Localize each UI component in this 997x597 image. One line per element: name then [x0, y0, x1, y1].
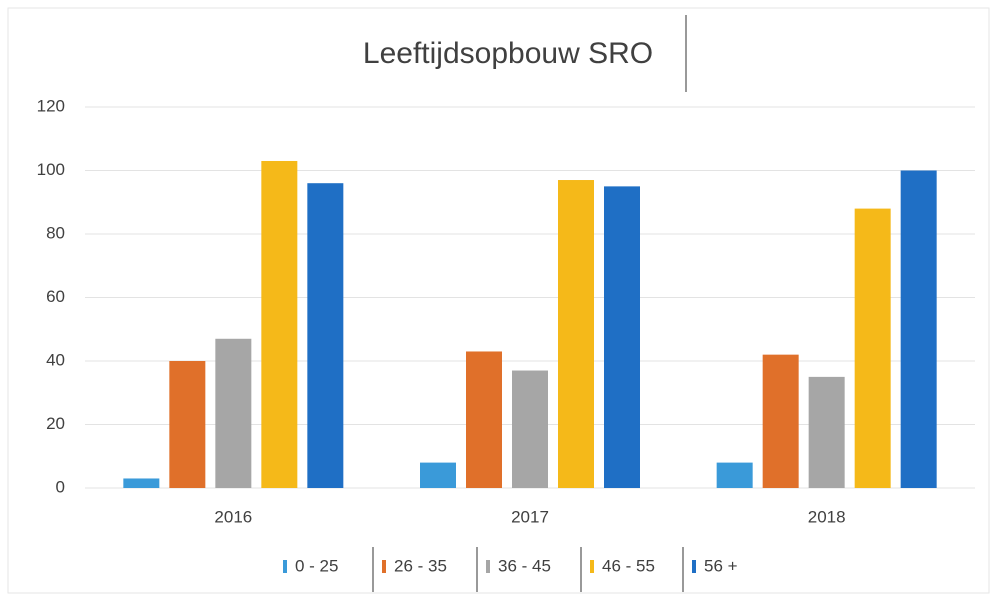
bar [604, 186, 640, 488]
bar [420, 462, 456, 488]
legend-label: 46 - 55 [602, 556, 655, 575]
legend-label: 36 - 45 [498, 556, 551, 575]
chart-border [7, 7, 990, 594]
legend-swatch [486, 560, 490, 573]
legend-label: 26 - 35 [394, 556, 447, 575]
legend-swatch [283, 560, 287, 573]
bar [123, 478, 160, 488]
y-tick-label: 80 [46, 223, 65, 242]
bar [808, 376, 845, 488]
legend-swatch [692, 560, 696, 573]
bar [512, 370, 548, 488]
bar [466, 351, 502, 488]
bar [169, 361, 206, 488]
legend-label: 0 - 25 [295, 556, 338, 575]
legend-swatch [590, 560, 594, 573]
y-tick-label: 0 [56, 477, 65, 496]
x-tick-label: 2016 [214, 507, 252, 526]
y-tick-label: 120 [37, 96, 65, 115]
bar [215, 338, 252, 488]
y-tick-label: 40 [46, 350, 65, 369]
x-tick-label: 2017 [511, 507, 549, 526]
legend-swatch [382, 560, 386, 573]
bar [762, 354, 799, 488]
x-tick-label: 2018 [808, 507, 846, 526]
chart-title: Leeftijdsopbouw SRO [363, 37, 653, 70]
bar [558, 180, 594, 488]
legend-label: 56 + [704, 556, 738, 575]
bar [854, 208, 891, 488]
bar [261, 160, 298, 488]
bar [307, 183, 344, 488]
y-tick-label: 100 [37, 160, 65, 179]
y-tick-label: 60 [46, 287, 65, 306]
bar [716, 462, 753, 488]
y-tick-label: 20 [46, 414, 65, 433]
bar [900, 170, 937, 488]
